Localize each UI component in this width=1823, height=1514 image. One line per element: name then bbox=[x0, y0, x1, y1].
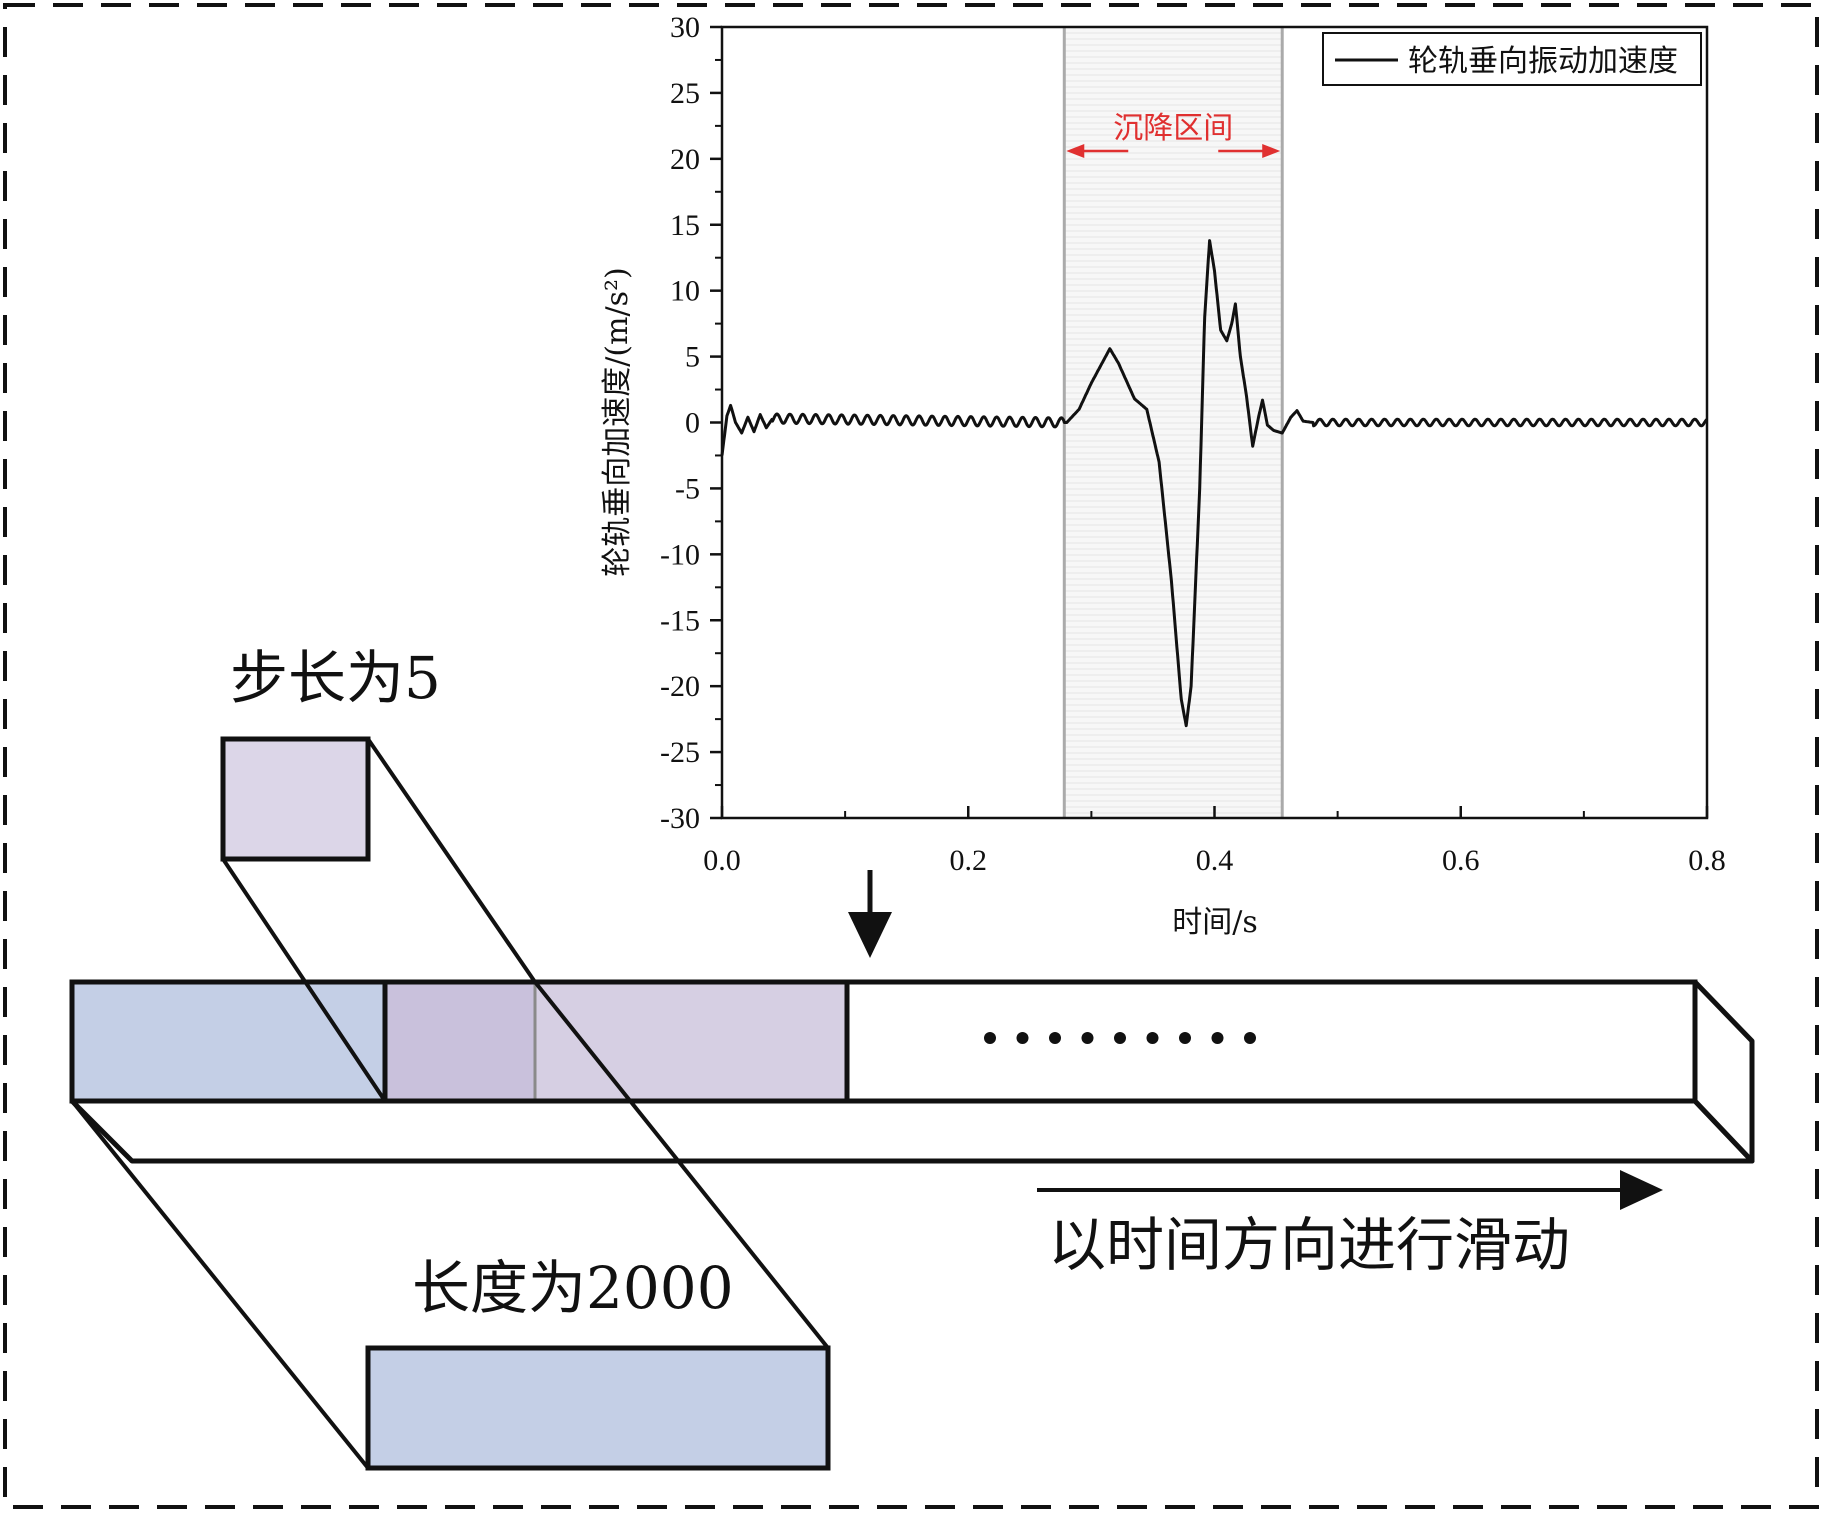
length-label: 长度为2000 bbox=[412, 1254, 734, 1322]
ellipsis-dot bbox=[1081, 1032, 1094, 1044]
y-tick-label: -15 bbox=[660, 604, 700, 637]
y-tick-label: 20 bbox=[670, 143, 700, 176]
window-segment-blue bbox=[72, 982, 385, 1101]
ellipsis-dot bbox=[1179, 1032, 1191, 1044]
x-tick-label: 0.4 bbox=[1196, 844, 1234, 877]
step-size-box bbox=[220, 736, 371, 862]
direction-label: 以时间方向进行滑动 bbox=[1048, 1211, 1570, 1279]
ellipsis-dot bbox=[1049, 1032, 1061, 1044]
window-segment-overlap bbox=[385, 982, 535, 1101]
sliding-window-diagram: 步长为5 长度为2000 以时间方向进行滑动 bbox=[69, 644, 1755, 1471]
band-arrow-right-icon bbox=[1262, 144, 1281, 158]
series-line bbox=[720, 239, 1708, 728]
y-tick-label: 15 bbox=[670, 209, 700, 242]
direction-arrow-icon bbox=[1620, 1170, 1663, 1210]
y-tick-label: -10 bbox=[660, 538, 700, 571]
y-tick-label: -5 bbox=[675, 472, 700, 505]
ellipsis-dot bbox=[984, 1032, 996, 1044]
y-axis-ticks: 30 25 20 15 10 5 0 -5 -10 -15 -20 -25 -30 bbox=[660, 11, 722, 835]
y-tick-label: 0 bbox=[685, 407, 700, 440]
y-tick-label: -30 bbox=[660, 802, 700, 835]
x-tick-label: 0.2 bbox=[950, 844, 988, 877]
step-projection-right-through bbox=[533, 980, 830, 1350]
y-axis-title: 轮轨垂向加速度/(m/s²) bbox=[600, 267, 635, 577]
settlement-band-label: 沉降区间 bbox=[1113, 111, 1233, 146]
step-projection-right bbox=[366, 737, 537, 984]
ellipsis-dot bbox=[1114, 1032, 1126, 1044]
settlement-band bbox=[1064, 27, 1283, 818]
y-tick-label: 5 bbox=[685, 341, 700, 374]
step-size-label: 步长为5 bbox=[230, 644, 441, 712]
down-arrow-icon bbox=[848, 912, 892, 958]
step-projection-left bbox=[221, 857, 387, 1103]
settlement-band-arrows bbox=[1066, 144, 1281, 158]
y-tick-label: 25 bbox=[670, 77, 700, 110]
legend-entry: 轮轨垂向振动加速度 bbox=[1408, 44, 1678, 79]
ellipsis-dot bbox=[1244, 1032, 1256, 1044]
sequence-bar-front bbox=[69, 979, 1698, 1104]
band-arrow-left-icon bbox=[1066, 144, 1085, 158]
ellipsis-dot bbox=[1146, 1032, 1159, 1044]
ellipsis-dot bbox=[1016, 1032, 1029, 1044]
y-tick-label: -20 bbox=[660, 670, 700, 703]
length-window-box bbox=[365, 1345, 831, 1471]
x-tick-label: 0.8 bbox=[1688, 844, 1726, 877]
ellipsis-dot bbox=[1211, 1032, 1224, 1044]
y-tick-label: -25 bbox=[660, 736, 700, 769]
ellipsis-dots bbox=[984, 1032, 1256, 1044]
x-axis-ticks: 0.0 0.2 0.4 0.6 0.8 bbox=[703, 806, 1726, 877]
y-tick-label: 30 bbox=[670, 11, 700, 44]
x-tick-label: 0.0 bbox=[703, 844, 741, 877]
x-tick-label: 0.6 bbox=[1442, 844, 1480, 877]
sequence-bar-bottom-face bbox=[69, 1098, 1755, 1164]
y-tick-label: 10 bbox=[670, 275, 700, 308]
outer-dashed-frame bbox=[3, 3, 1819, 1509]
length-projection-left bbox=[70, 1099, 370, 1470]
window-segment-purple bbox=[535, 982, 847, 1101]
x-axis-title: 时间/s bbox=[1172, 905, 1258, 940]
